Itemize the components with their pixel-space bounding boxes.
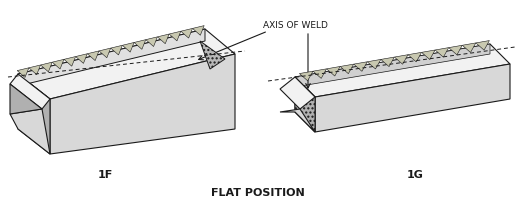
Polygon shape bbox=[29, 66, 41, 75]
Polygon shape bbox=[295, 45, 510, 98]
Polygon shape bbox=[422, 51, 435, 60]
Polygon shape bbox=[99, 49, 110, 58]
Polygon shape bbox=[295, 78, 315, 132]
Polygon shape bbox=[280, 78, 315, 109]
Polygon shape bbox=[353, 62, 367, 72]
Polygon shape bbox=[192, 26, 204, 36]
Polygon shape bbox=[10, 85, 42, 115]
Polygon shape bbox=[110, 46, 122, 56]
Polygon shape bbox=[340, 65, 353, 74]
Polygon shape bbox=[122, 43, 134, 53]
Polygon shape bbox=[76, 55, 87, 64]
Polygon shape bbox=[367, 60, 381, 70]
Polygon shape bbox=[313, 69, 327, 79]
Polygon shape bbox=[52, 60, 64, 70]
Polygon shape bbox=[295, 78, 315, 132]
Polygon shape bbox=[435, 48, 449, 58]
Polygon shape bbox=[18, 75, 50, 154]
Polygon shape bbox=[449, 46, 462, 56]
Polygon shape bbox=[327, 67, 340, 77]
Polygon shape bbox=[476, 41, 489, 51]
Text: AXIS OF WELD: AXIS OF WELD bbox=[263, 20, 328, 29]
Polygon shape bbox=[10, 109, 50, 154]
Text: 1G: 1G bbox=[407, 169, 424, 179]
Polygon shape bbox=[10, 75, 50, 109]
Polygon shape bbox=[134, 40, 146, 50]
Polygon shape bbox=[17, 68, 29, 78]
Polygon shape bbox=[280, 109, 315, 132]
Polygon shape bbox=[169, 32, 181, 42]
Polygon shape bbox=[408, 53, 422, 63]
Polygon shape bbox=[87, 52, 99, 61]
Polygon shape bbox=[462, 44, 476, 53]
Polygon shape bbox=[41, 63, 52, 73]
Text: FLAT POSITION: FLAT POSITION bbox=[211, 187, 305, 197]
Polygon shape bbox=[64, 57, 76, 67]
Polygon shape bbox=[295, 45, 490, 87]
Polygon shape bbox=[18, 30, 205, 87]
Polygon shape bbox=[200, 42, 225, 70]
Polygon shape bbox=[381, 58, 394, 67]
Polygon shape bbox=[315, 65, 510, 132]
Polygon shape bbox=[50, 55, 235, 154]
Polygon shape bbox=[394, 55, 408, 65]
Polygon shape bbox=[157, 35, 169, 44]
Polygon shape bbox=[18, 30, 235, 100]
Polygon shape bbox=[146, 38, 157, 47]
Polygon shape bbox=[181, 29, 192, 39]
Text: 1F: 1F bbox=[98, 169, 112, 179]
Polygon shape bbox=[299, 72, 313, 81]
